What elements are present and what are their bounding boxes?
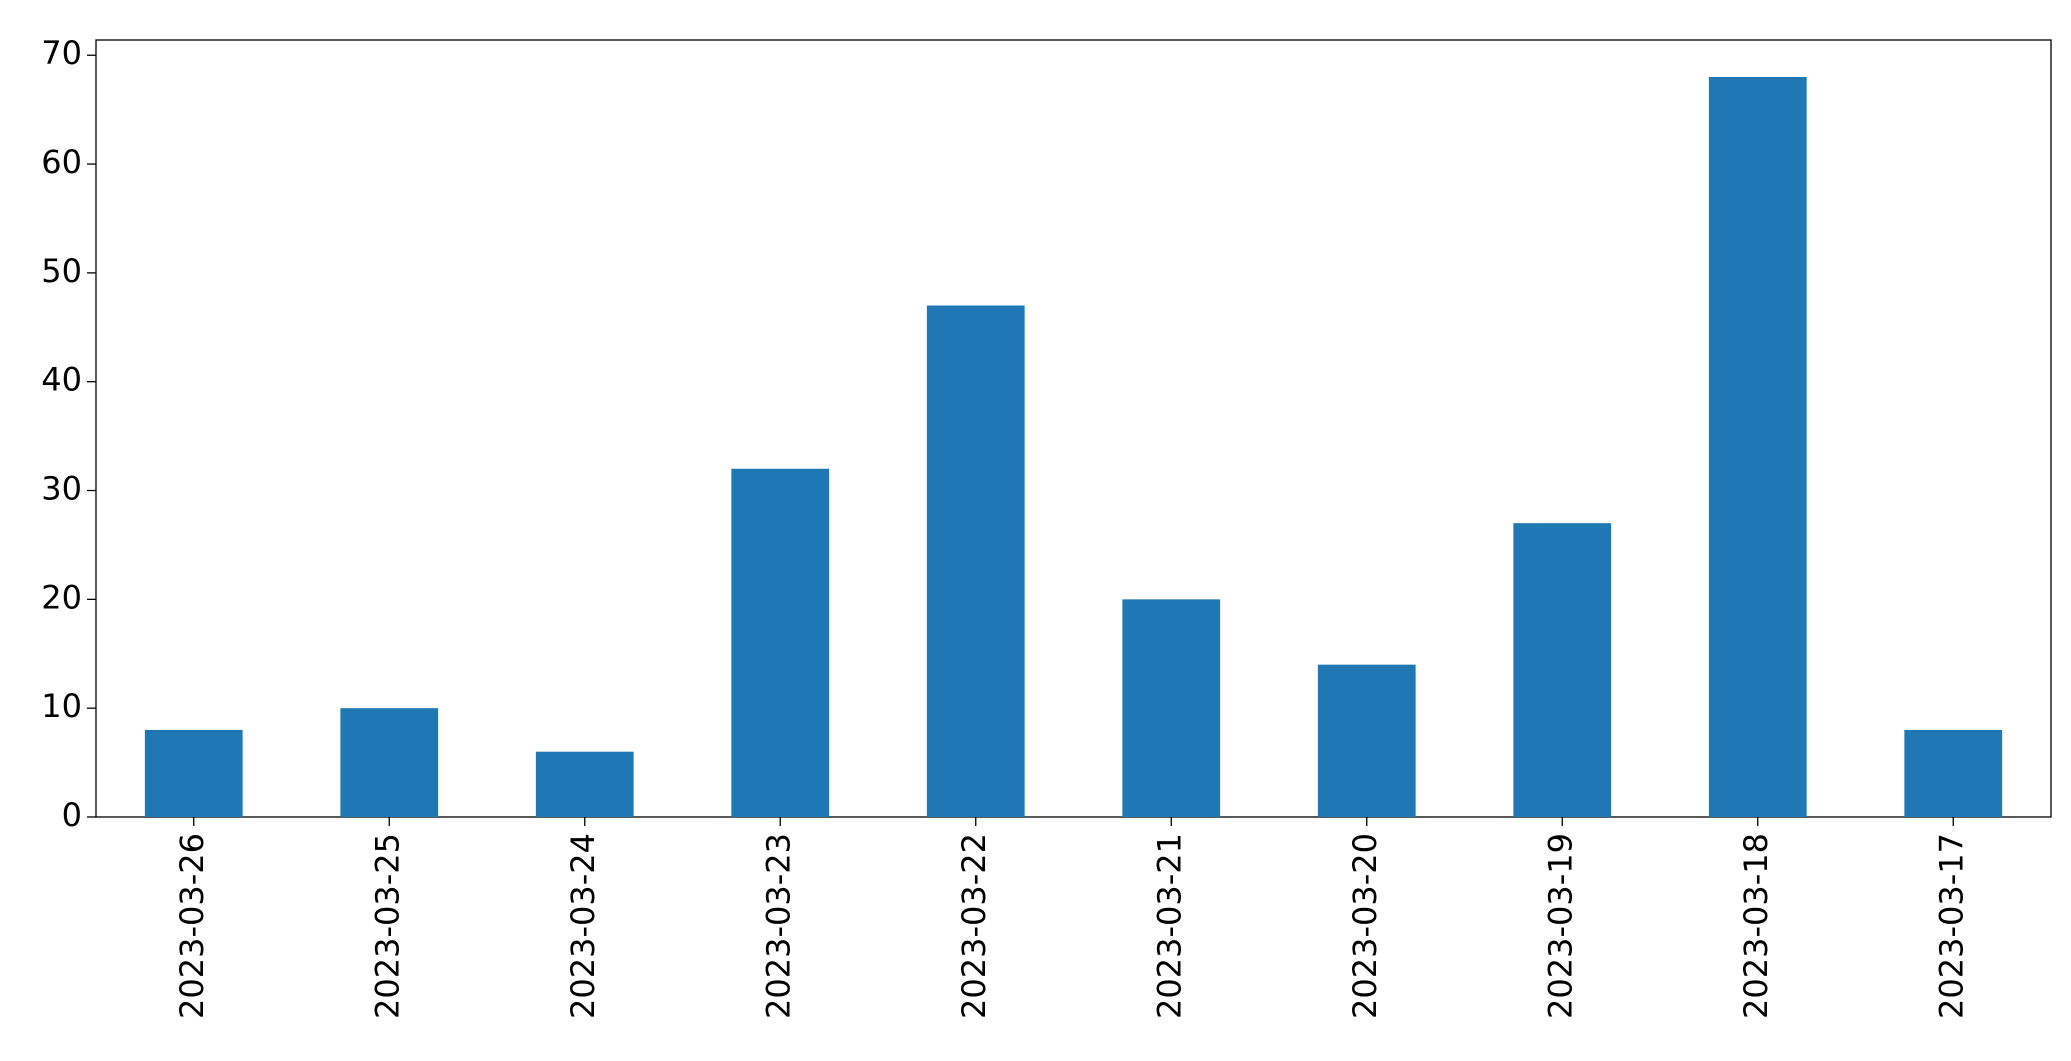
y-tick-label: 70 — [41, 34, 82, 72]
x-tick-label: 2023-03-24 — [564, 833, 602, 1019]
y-tick-label: 20 — [41, 578, 82, 616]
x-tick-label: 2023-03-23 — [759, 833, 797, 1019]
x-tick-label: 2023-03-17 — [1932, 833, 1970, 1019]
x-tick-label: 2023-03-22 — [955, 833, 993, 1019]
bar — [1513, 523, 1612, 817]
bar — [535, 751, 634, 817]
y-tick-label: 30 — [41, 470, 82, 508]
x-tick-label: 2023-03-19 — [1541, 833, 1579, 1019]
bar — [144, 729, 243, 817]
y-tick-label: 40 — [41, 361, 82, 399]
x-tick-label: 2023-03-20 — [1346, 833, 1384, 1019]
bar — [1904, 729, 2003, 817]
x-tick-label: 2023-03-26 — [173, 833, 211, 1019]
bar — [340, 708, 439, 817]
bar — [926, 305, 1025, 817]
bar — [1122, 599, 1221, 817]
bar — [731, 468, 830, 817]
x-tick-label: 2023-03-18 — [1737, 833, 1775, 1019]
y-tick-label: 10 — [41, 687, 82, 725]
bar — [1708, 77, 1807, 817]
bar — [1317, 664, 1416, 817]
y-tick-label: 60 — [41, 143, 82, 181]
x-tick-label: 2023-03-25 — [368, 833, 406, 1019]
y-tick-label: 50 — [41, 252, 82, 290]
y-tick-label: 0 — [62, 796, 82, 834]
plot-frame — [95, 39, 2052, 818]
x-tick-label: 2023-03-21 — [1150, 833, 1188, 1019]
